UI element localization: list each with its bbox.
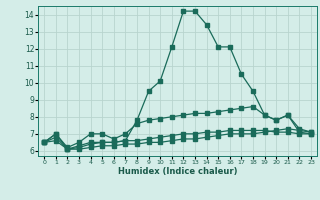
- X-axis label: Humidex (Indice chaleur): Humidex (Indice chaleur): [118, 167, 237, 176]
